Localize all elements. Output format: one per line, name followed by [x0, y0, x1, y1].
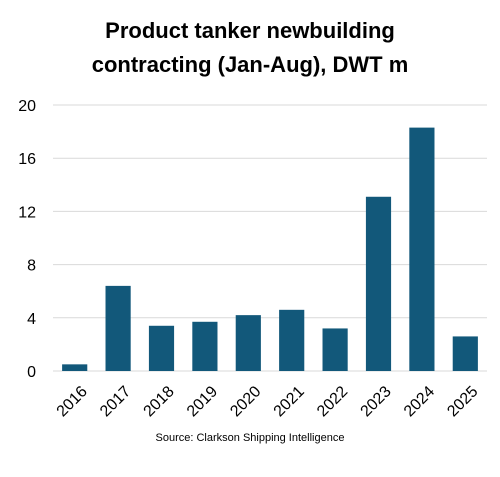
chart-title-line-1: Product tanker newbuilding: [105, 18, 395, 43]
bar-2018: [148, 325, 175, 371]
x-tick-label: 2018: [140, 383, 177, 420]
y-tick-label: 0: [27, 364, 36, 381]
source-note: Source: Clarkson Shipping Intelligence: [155, 432, 345, 444]
y-tick-label: 8: [27, 258, 36, 275]
y-tick-label: 12: [18, 204, 36, 221]
chart-title: Product tanker newbuilding contracting (…: [0, 14, 500, 82]
x-tick-label: 2021: [271, 383, 308, 420]
x-tick-label: 2023: [357, 383, 394, 420]
y-tick-label: 4: [27, 311, 36, 328]
bar-2020: [235, 315, 261, 371]
bar-2017: [105, 285, 131, 371]
x-tick-label: 2024: [401, 383, 438, 420]
y-tick-label: 20: [18, 98, 36, 115]
bar-2021: [279, 309, 305, 371]
y-tick-label: 16: [18, 151, 36, 168]
bar-2019: [192, 321, 218, 371]
bar-2022: [322, 328, 348, 371]
x-tick-label: 2017: [97, 383, 134, 420]
bar-2016: [62, 364, 88, 371]
x-tick-label: 2019: [184, 383, 221, 420]
x-tick-label: 2016: [54, 383, 91, 420]
bar-2025: [452, 336, 478, 371]
x-tick-label: 2022: [314, 383, 351, 420]
x-tick-label: 2025: [444, 383, 481, 420]
x-tick-label: 2020: [227, 383, 264, 420]
bar-2023: [365, 196, 392, 371]
bar-2024: [409, 127, 435, 371]
chart-title-line-2: contracting (Jan-Aug), DWT m: [91, 52, 409, 77]
